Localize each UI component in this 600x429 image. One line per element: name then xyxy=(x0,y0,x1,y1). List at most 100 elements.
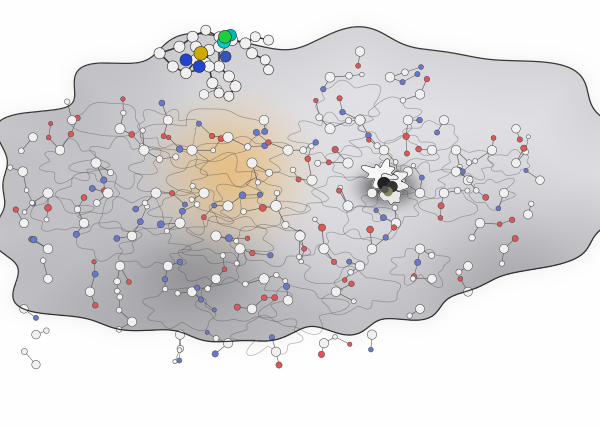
Circle shape xyxy=(19,219,29,227)
Circle shape xyxy=(368,347,373,352)
Circle shape xyxy=(167,61,178,72)
Circle shape xyxy=(242,281,248,287)
Circle shape xyxy=(182,202,188,207)
Circle shape xyxy=(107,169,114,175)
Circle shape xyxy=(456,269,462,275)
Circle shape xyxy=(308,144,314,149)
Circle shape xyxy=(247,158,257,168)
Circle shape xyxy=(268,253,273,258)
Circle shape xyxy=(521,145,527,151)
Circle shape xyxy=(189,197,194,202)
Circle shape xyxy=(496,206,501,211)
Circle shape xyxy=(223,201,233,211)
Circle shape xyxy=(512,236,518,242)
Circle shape xyxy=(213,335,219,341)
Circle shape xyxy=(367,244,377,254)
Circle shape xyxy=(200,57,211,69)
Circle shape xyxy=(154,48,165,59)
Circle shape xyxy=(403,115,413,125)
Circle shape xyxy=(400,97,406,103)
Circle shape xyxy=(456,167,461,172)
Circle shape xyxy=(194,285,200,290)
Circle shape xyxy=(44,328,49,333)
Circle shape xyxy=(203,45,215,56)
Circle shape xyxy=(85,287,95,296)
Circle shape xyxy=(274,190,280,196)
Circle shape xyxy=(34,315,38,320)
Circle shape xyxy=(347,259,352,264)
Circle shape xyxy=(272,295,278,301)
Circle shape xyxy=(205,330,209,335)
Circle shape xyxy=(240,38,251,49)
Circle shape xyxy=(44,204,52,211)
Circle shape xyxy=(458,276,463,281)
Circle shape xyxy=(415,305,425,313)
Circle shape xyxy=(536,176,544,184)
Circle shape xyxy=(427,275,437,284)
Circle shape xyxy=(43,188,53,198)
Circle shape xyxy=(283,283,290,290)
Polygon shape xyxy=(361,159,398,189)
Circle shape xyxy=(393,160,398,164)
Circle shape xyxy=(94,199,100,206)
Circle shape xyxy=(383,189,389,195)
Circle shape xyxy=(283,145,293,155)
Circle shape xyxy=(356,63,361,68)
Circle shape xyxy=(225,29,236,41)
Circle shape xyxy=(457,164,462,169)
Circle shape xyxy=(428,252,435,259)
Circle shape xyxy=(401,69,409,76)
Circle shape xyxy=(40,258,46,263)
Circle shape xyxy=(509,217,515,223)
Circle shape xyxy=(137,219,143,225)
Circle shape xyxy=(190,41,202,52)
Circle shape xyxy=(202,214,206,220)
Circle shape xyxy=(266,140,271,145)
Circle shape xyxy=(214,88,224,98)
Circle shape xyxy=(116,326,122,332)
Circle shape xyxy=(497,222,502,227)
Circle shape xyxy=(222,267,227,272)
Circle shape xyxy=(92,302,98,308)
Circle shape xyxy=(203,61,215,72)
Circle shape xyxy=(31,236,37,243)
Circle shape xyxy=(463,261,473,271)
Circle shape xyxy=(180,54,192,66)
Circle shape xyxy=(115,288,120,294)
Circle shape xyxy=(121,97,125,101)
Circle shape xyxy=(491,136,496,140)
Circle shape xyxy=(199,90,209,99)
Circle shape xyxy=(283,296,293,305)
Circle shape xyxy=(319,244,329,254)
Circle shape xyxy=(194,202,200,207)
Circle shape xyxy=(400,79,405,85)
Circle shape xyxy=(22,348,28,354)
Circle shape xyxy=(473,187,479,193)
Circle shape xyxy=(260,55,270,65)
Circle shape xyxy=(177,348,182,353)
Circle shape xyxy=(176,146,183,152)
Circle shape xyxy=(271,347,281,356)
Circle shape xyxy=(410,276,416,281)
Circle shape xyxy=(262,128,268,135)
Circle shape xyxy=(337,188,341,193)
Circle shape xyxy=(262,143,268,149)
Circle shape xyxy=(385,73,395,82)
Circle shape xyxy=(411,274,417,279)
Circle shape xyxy=(177,358,182,363)
Circle shape xyxy=(382,187,388,193)
Circle shape xyxy=(43,244,53,254)
Circle shape xyxy=(250,32,260,42)
Circle shape xyxy=(523,149,529,155)
Circle shape xyxy=(157,221,164,228)
Circle shape xyxy=(266,169,273,176)
Circle shape xyxy=(139,145,149,155)
Circle shape xyxy=(226,235,232,242)
Circle shape xyxy=(314,98,318,103)
Circle shape xyxy=(298,230,302,235)
Circle shape xyxy=(114,236,120,242)
Circle shape xyxy=(218,136,224,142)
Circle shape xyxy=(511,158,521,167)
Circle shape xyxy=(348,269,353,275)
Circle shape xyxy=(454,187,461,194)
